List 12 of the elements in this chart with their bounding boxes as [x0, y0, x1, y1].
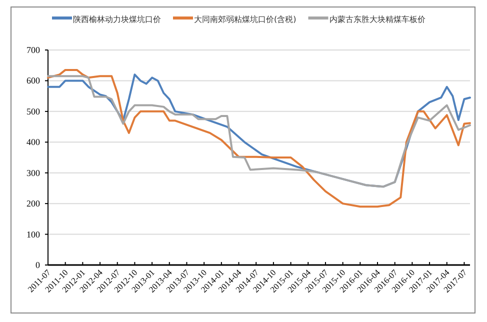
- y-tick-label: 700: [26, 45, 40, 55]
- y-tick-label: 400: [26, 137, 40, 148]
- y-tick-label: 0: [36, 260, 40, 270]
- y-tick-label: 100: [26, 229, 40, 240]
- y-tick-label: 200: [26, 198, 40, 209]
- legend-label: 陕西榆林动力块煤坑口价: [73, 15, 161, 24]
- line-series: [47, 68, 471, 208]
- y-tick-label: 600: [26, 76, 40, 86]
- legend-label: 大同南郊弱粘煤坑口价(含税): [194, 15, 296, 24]
- y-tick-label: 500: [26, 106, 40, 116]
- legend-label: 内蒙古东胜大块精煤车板价: [329, 15, 426, 24]
- y-tick-label: 300: [26, 168, 40, 178]
